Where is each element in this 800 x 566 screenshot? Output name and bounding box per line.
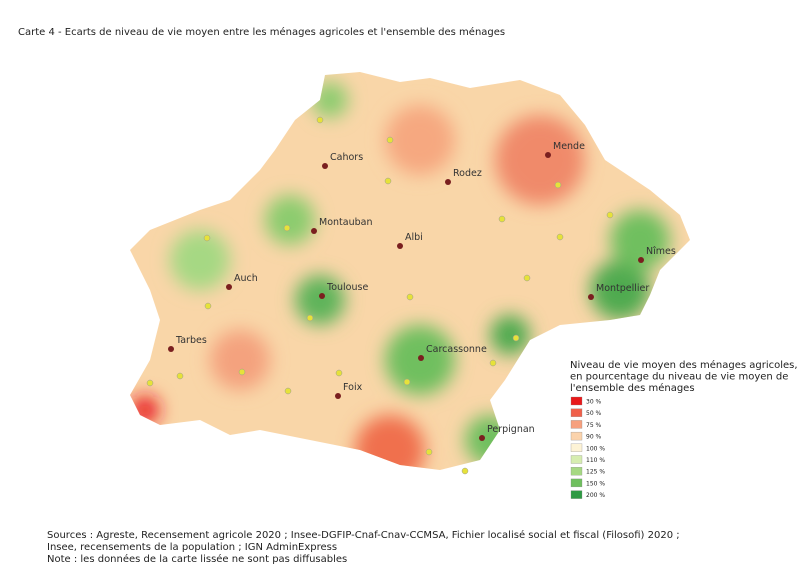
city-label: Montpellier	[596, 283, 649, 294]
legend-swatch	[570, 490, 583, 499]
legend-swatch	[570, 420, 583, 429]
city-marker	[319, 293, 325, 299]
legend-title: l'ensemble des ménages	[570, 382, 695, 394]
city-label: Toulouse	[326, 282, 368, 293]
legend-title: en pourcentage du niveau de vie moyen de	[570, 372, 788, 383]
city-label: Rodez	[453, 168, 482, 179]
city-marker	[397, 243, 403, 249]
legend-swatch	[570, 467, 583, 476]
point	[406, 293, 414, 301]
point	[335, 369, 343, 377]
city-label: Tarbes	[175, 335, 207, 346]
legend-swatch	[570, 455, 583, 464]
city-marker	[226, 284, 232, 290]
city-marker	[638, 257, 644, 263]
point	[403, 378, 411, 386]
point	[238, 368, 246, 376]
city-label: Auch	[234, 273, 258, 284]
source-line: Sources : Agreste, Recensement agricole …	[47, 529, 680, 541]
point	[556, 233, 564, 241]
city-marker	[588, 294, 594, 300]
city-marker	[418, 355, 424, 361]
city-marker	[479, 435, 485, 441]
legend-label: 125 %	[586, 469, 605, 476]
city-label: Cahors	[330, 152, 363, 163]
legend-swatch	[570, 478, 583, 488]
city-marker	[545, 152, 551, 158]
point	[498, 215, 506, 223]
source-line: Note : les données de la carte lissée ne…	[47, 553, 347, 565]
legend-label: 100 %	[586, 445, 605, 452]
legend-swatch	[570, 443, 583, 452]
title: Carte 4 - Ecarts de niveau de vie moyen …	[18, 26, 505, 38]
city-marker	[311, 228, 317, 234]
city-label: Montauban	[319, 217, 372, 228]
point	[146, 379, 154, 387]
yellow-points	[146, 116, 614, 475]
point	[554, 181, 562, 189]
city-label: Carcassonne	[426, 344, 487, 355]
legend-label: 30 %	[586, 399, 602, 406]
legend-title: Niveau de vie moyen des ménages agricole…	[570, 359, 798, 371]
city-marker	[168, 346, 174, 352]
point	[176, 372, 184, 380]
point	[384, 177, 392, 185]
point	[386, 136, 394, 144]
smoothed-map	[130, 72, 690, 470]
point	[425, 448, 433, 456]
legend-swatch	[570, 396, 583, 406]
point	[606, 211, 614, 219]
legend-swatch	[570, 408, 583, 417]
legend-swatch	[570, 431, 583, 441]
city-label: Albi	[405, 232, 423, 243]
city-label: Perpignan	[487, 424, 535, 435]
legend-label: 150 %	[586, 480, 605, 487]
point	[461, 467, 469, 475]
legend-label: 90 %	[586, 434, 602, 441]
point	[283, 224, 291, 232]
point	[489, 359, 497, 367]
legend-label: 200 %	[586, 492, 605, 499]
city-label: Nîmes	[646, 246, 676, 257]
city-marker	[335, 393, 341, 399]
legend-label: 110 %	[586, 457, 605, 464]
legend-label: 75 %	[586, 422, 602, 429]
city-marker	[322, 163, 328, 169]
point	[512, 334, 520, 342]
point	[203, 234, 211, 242]
point	[306, 314, 314, 322]
point	[523, 274, 531, 282]
point	[284, 387, 292, 395]
city-label: Mende	[553, 141, 585, 152]
point	[204, 302, 212, 310]
city-label: Foix	[343, 382, 363, 393]
legend-label: 50 %	[586, 410, 602, 417]
city-marker	[445, 179, 451, 185]
point	[316, 116, 324, 124]
source-line: Insee, recensements de la population ; I…	[47, 542, 337, 553]
